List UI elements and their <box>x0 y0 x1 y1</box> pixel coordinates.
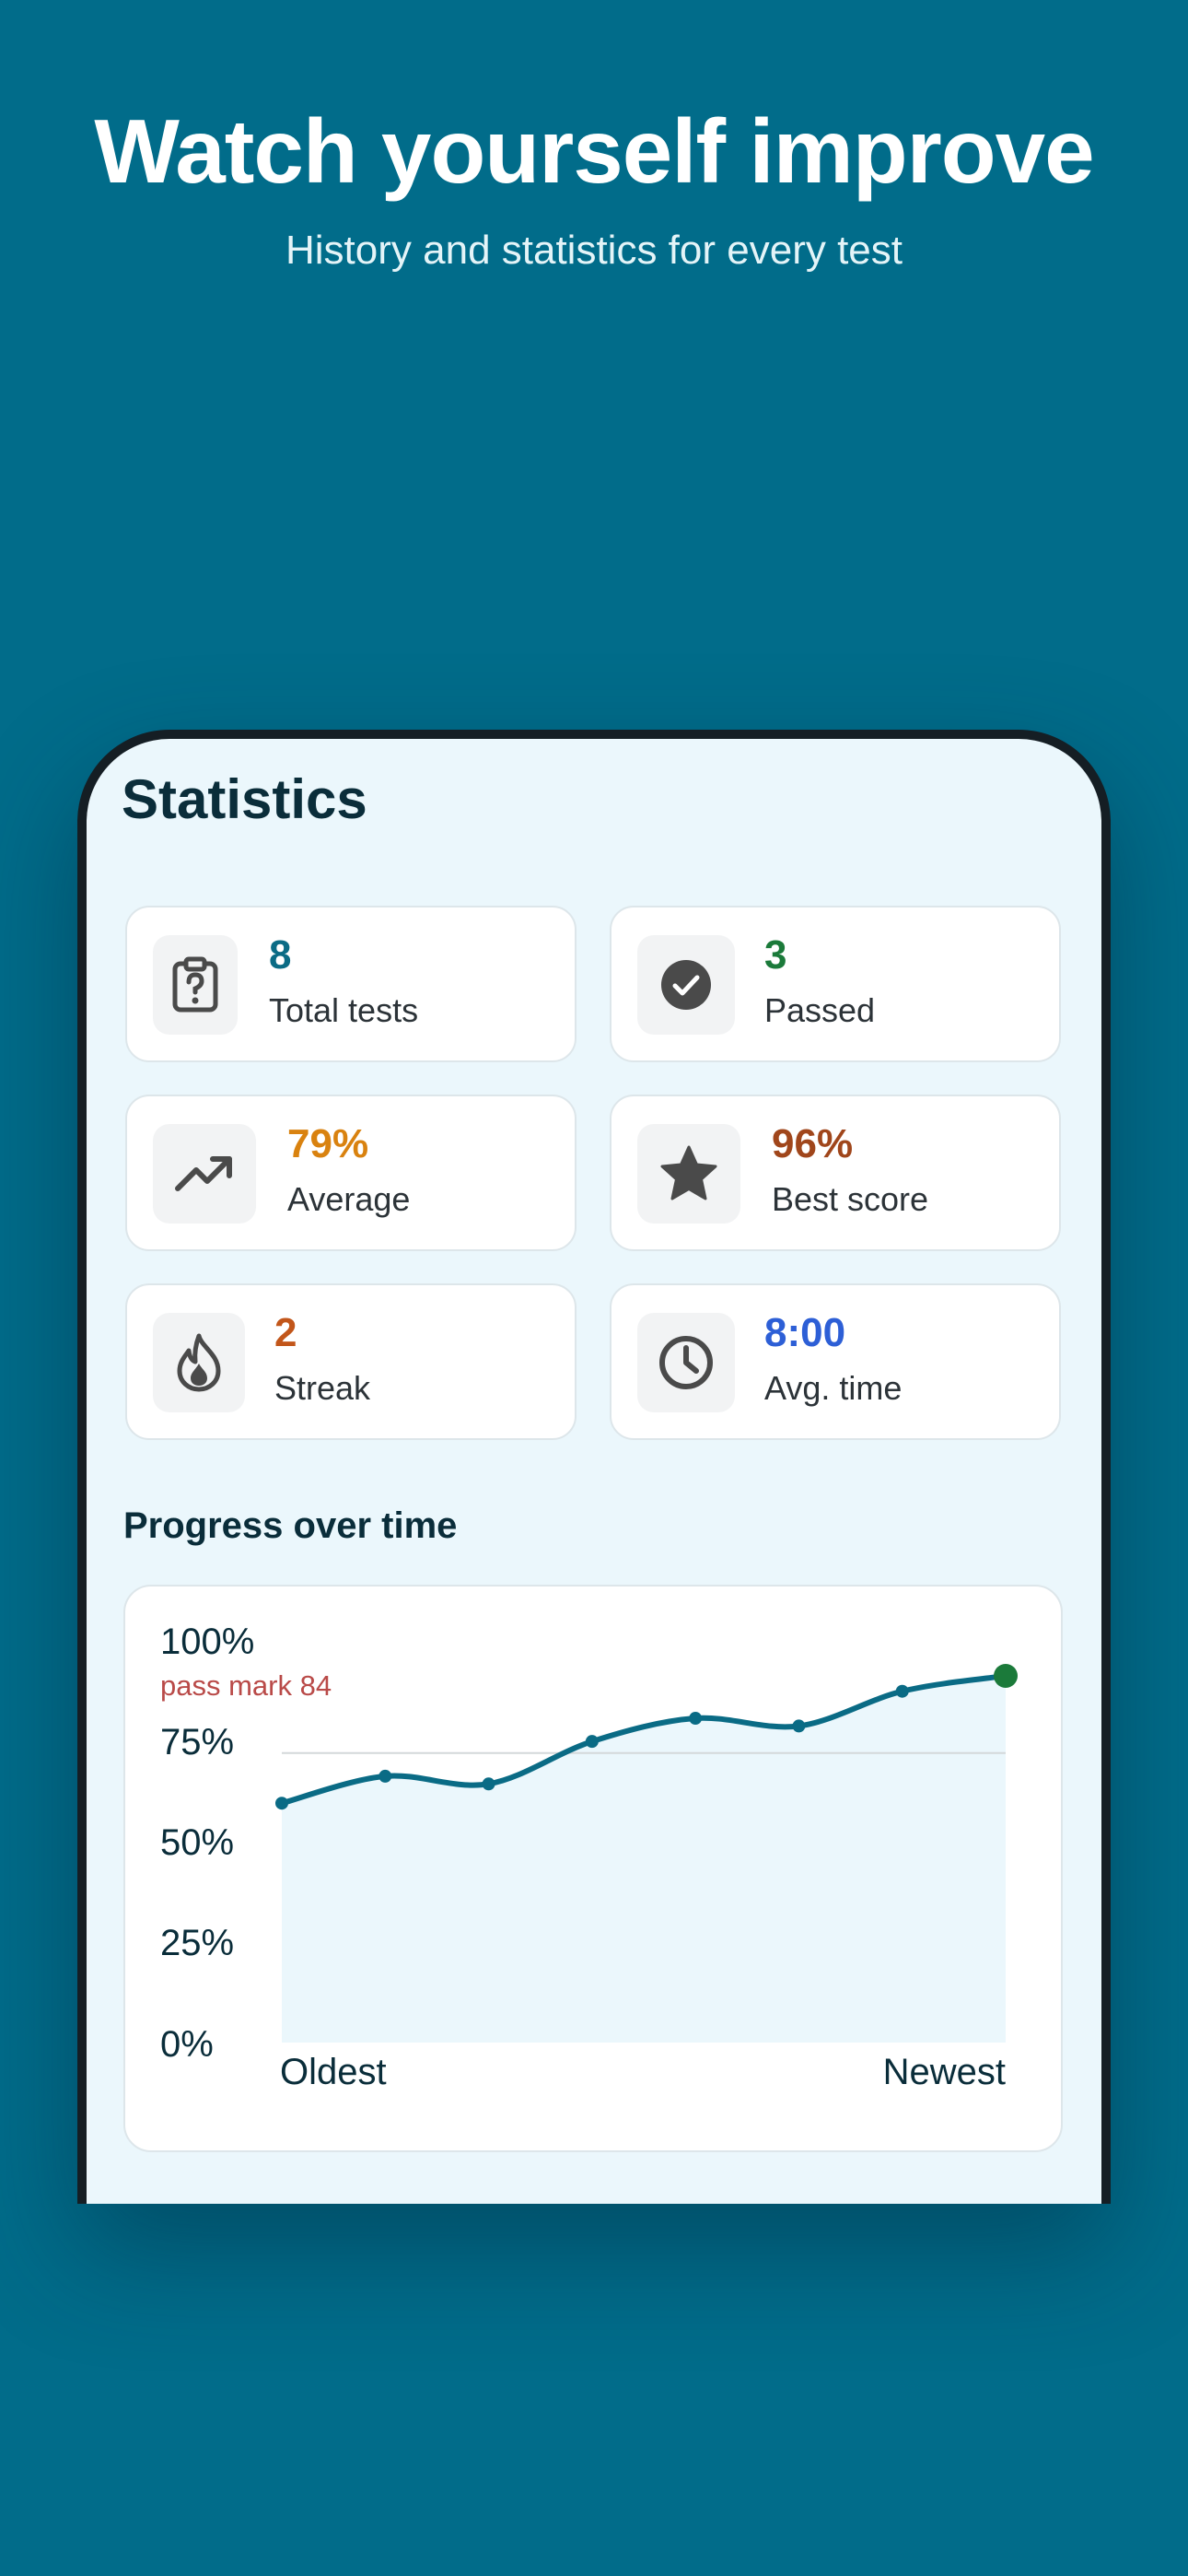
pass-mark-label: pass mark 84 <box>160 1669 332 1702</box>
stat-value: 2 <box>274 1310 297 1355</box>
hero-subtitle: History and statistics for every test <box>285 228 903 273</box>
y-tick-label: 25% <box>160 1923 234 1963</box>
progress-chart: 100% pass mark 84 75% 50% 25% 0% Oldest … <box>160 1622 1018 2092</box>
y-tick-label: 0% <box>160 2024 214 2065</box>
clipboard-question-icon <box>153 935 238 1035</box>
stat-value: 96% <box>772 1121 854 1166</box>
clock-icon <box>637 1313 735 1412</box>
stat-value: 79% <box>287 1121 369 1166</box>
latest-data-point[interactable] <box>994 1663 1018 1688</box>
check-circle-icon <box>637 935 735 1035</box>
data-point[interactable] <box>482 1777 495 1791</box>
stat-card-avg-time: 8:00 Avg. time <box>610 1283 1061 1440</box>
stat-card-passed: 3 Passed <box>610 906 1061 1062</box>
data-point[interactable] <box>895 1684 909 1698</box>
progress-chart-card: 100% pass mark 84 75% 50% 25% 0% Oldest … <box>123 1585 1063 2152</box>
data-point[interactable] <box>275 1797 288 1810</box>
stat-label: Passed <box>764 991 876 1029</box>
flame-icon <box>153 1313 245 1412</box>
y-tick-label: 75% <box>160 1722 234 1762</box>
stat-card-total-tests: 8 Total tests <box>125 906 577 1062</box>
x-label-oldest: Oldest <box>280 2052 387 2092</box>
stat-card-average: 79% Average <box>125 1095 577 1251</box>
stat-card-streak: 2 Streak <box>125 1283 577 1440</box>
stat-label: Streak <box>274 1369 371 1407</box>
page-title: Statistics <box>122 768 367 830</box>
x-label-newest: Newest <box>883 2052 1006 2092</box>
stat-card-best-score: 96% Best score <box>610 1095 1061 1251</box>
stat-label: Avg. time <box>764 1369 903 1407</box>
stat-label: Total tests <box>269 991 419 1029</box>
y-tick-label: 100% <box>160 1622 254 1662</box>
star-icon <box>637 1124 740 1224</box>
stat-label: Best score <box>772 1180 929 1218</box>
area-fill <box>282 1675 1006 2043</box>
data-point[interactable] <box>689 1712 703 1726</box>
data-point[interactable] <box>379 1769 392 1783</box>
data-point[interactable] <box>792 1719 806 1733</box>
data-point[interactable] <box>585 1735 599 1749</box>
stat-value: 3 <box>764 932 787 978</box>
section-title-progress: Progress over time <box>123 1505 458 1546</box>
hero-title: Watch yourself improve <box>94 100 1094 202</box>
trending-up-icon <box>153 1124 256 1224</box>
series-line <box>279 1672 1008 1807</box>
stat-value: 8:00 <box>764 1310 846 1355</box>
stat-value: 8 <box>269 932 292 978</box>
stat-label: Average <box>287 1180 411 1218</box>
y-tick-label: 50% <box>160 1822 234 1863</box>
